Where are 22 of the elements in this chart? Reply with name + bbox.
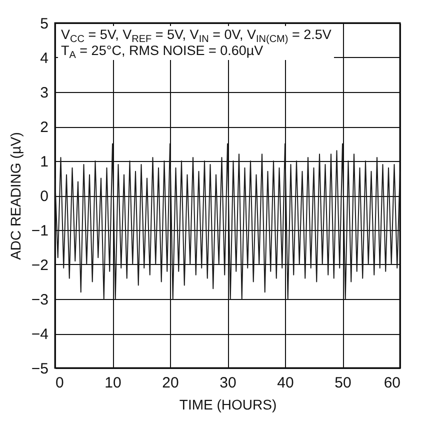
y-tick-label: −2 [31,257,48,274]
y-tick-label: −4 [31,326,48,343]
text: V$_{CC}$ = 5V, V$_{REF}$ = 5V, V$_{IN}$ = 0V, V$_{IN(CM)}$ = 2.5V [61,27,332,45]
x-tick-label: 60 [384,374,400,392]
x-tick-label: 20 [162,374,179,392]
x-axis-title: TIME (HOURS) [179,396,277,412]
y-tick-label: 0 [40,188,48,205]
y-tick-label: 4 [40,50,48,67]
y-tick-label: 1 [40,154,48,170]
y-tick-label: −1 [31,222,48,240]
annotation: T$_{A}$ = 25°C, RMS NOISE = 0.60µV [61,43,264,61]
x-tick-label: 40 [277,374,294,392]
y-tick-label: 5 [40,16,48,32]
x-tick-label: 10 [104,374,122,392]
x-tick-label: 50 [334,374,352,392]
x-tick-label: 0 [56,374,64,392]
y-axis-title: ADC READING (µV) [7,132,24,260]
y-tick-label: −3 [31,292,48,308]
y-tick-label: 2 [40,119,48,136]
y-tick-label: −5 [31,360,48,378]
y-tick-label: 3 [40,84,48,102]
x-tick-label: 30 [220,374,236,392]
